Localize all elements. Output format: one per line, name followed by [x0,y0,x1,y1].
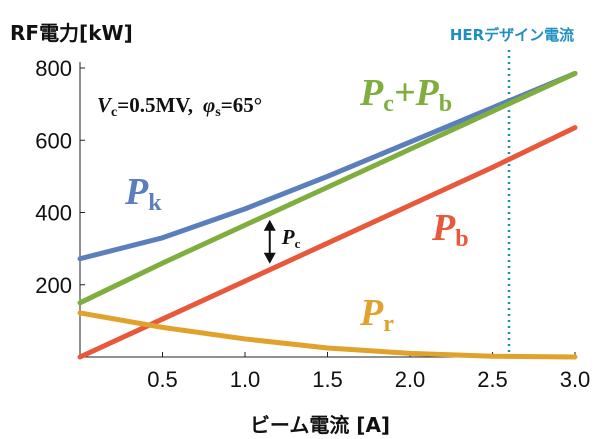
condition-phi-val: =65° [221,93,262,117]
y-tick-label: 600 [35,128,72,153]
pc-arrow-label: Pc [281,225,301,251]
label-pcpb: Pc+Pb [359,72,452,117]
label-pk: Pk [124,171,162,216]
condition-v-sub: c [111,105,117,120]
tick-group: 0.5 1.0 1.5 2.0 2.5 3.0 200 400 600 800 [35,56,590,392]
series-line-pr [77,310,578,360]
y-tick-label: 400 [35,201,72,226]
condition-v-val: =0.5MV, [117,93,193,117]
condition-phi-sub: s [215,105,221,120]
condition-text: Vc=0.5MV, φs=65° [97,93,262,120]
series-line-pcpb [77,70,578,306]
y-tick-label: 800 [35,56,72,81]
pc-arrow: Pc [263,219,301,264]
series-line-pk [77,70,578,262]
x-tick-label: 2.5 [477,367,508,392]
pc-arrow-head-down [263,252,276,264]
x-tick-label: 1.5 [312,367,343,392]
y-tick-label: 200 [35,273,72,298]
condition-phi: φ [203,93,215,117]
label-pb: Pb [431,207,469,252]
condition-v: V [97,93,113,117]
label-pr: Pr [359,292,394,337]
series-line-pb [77,125,578,360]
x-tick-label: 3.0 [560,367,591,392]
x-axis-title: ビーム電流 [A] [250,413,390,437]
x-tick-label: 1.0 [230,367,261,392]
x-tick-label: 2.0 [395,367,426,392]
x-tick-label: 0.5 [147,367,178,392]
y-axis-title: RF電力[kW] [10,21,133,45]
design-current-label: HERデザイン電流 [450,26,574,44]
pc-arrow-head-up [263,219,276,231]
series-group [77,70,578,360]
